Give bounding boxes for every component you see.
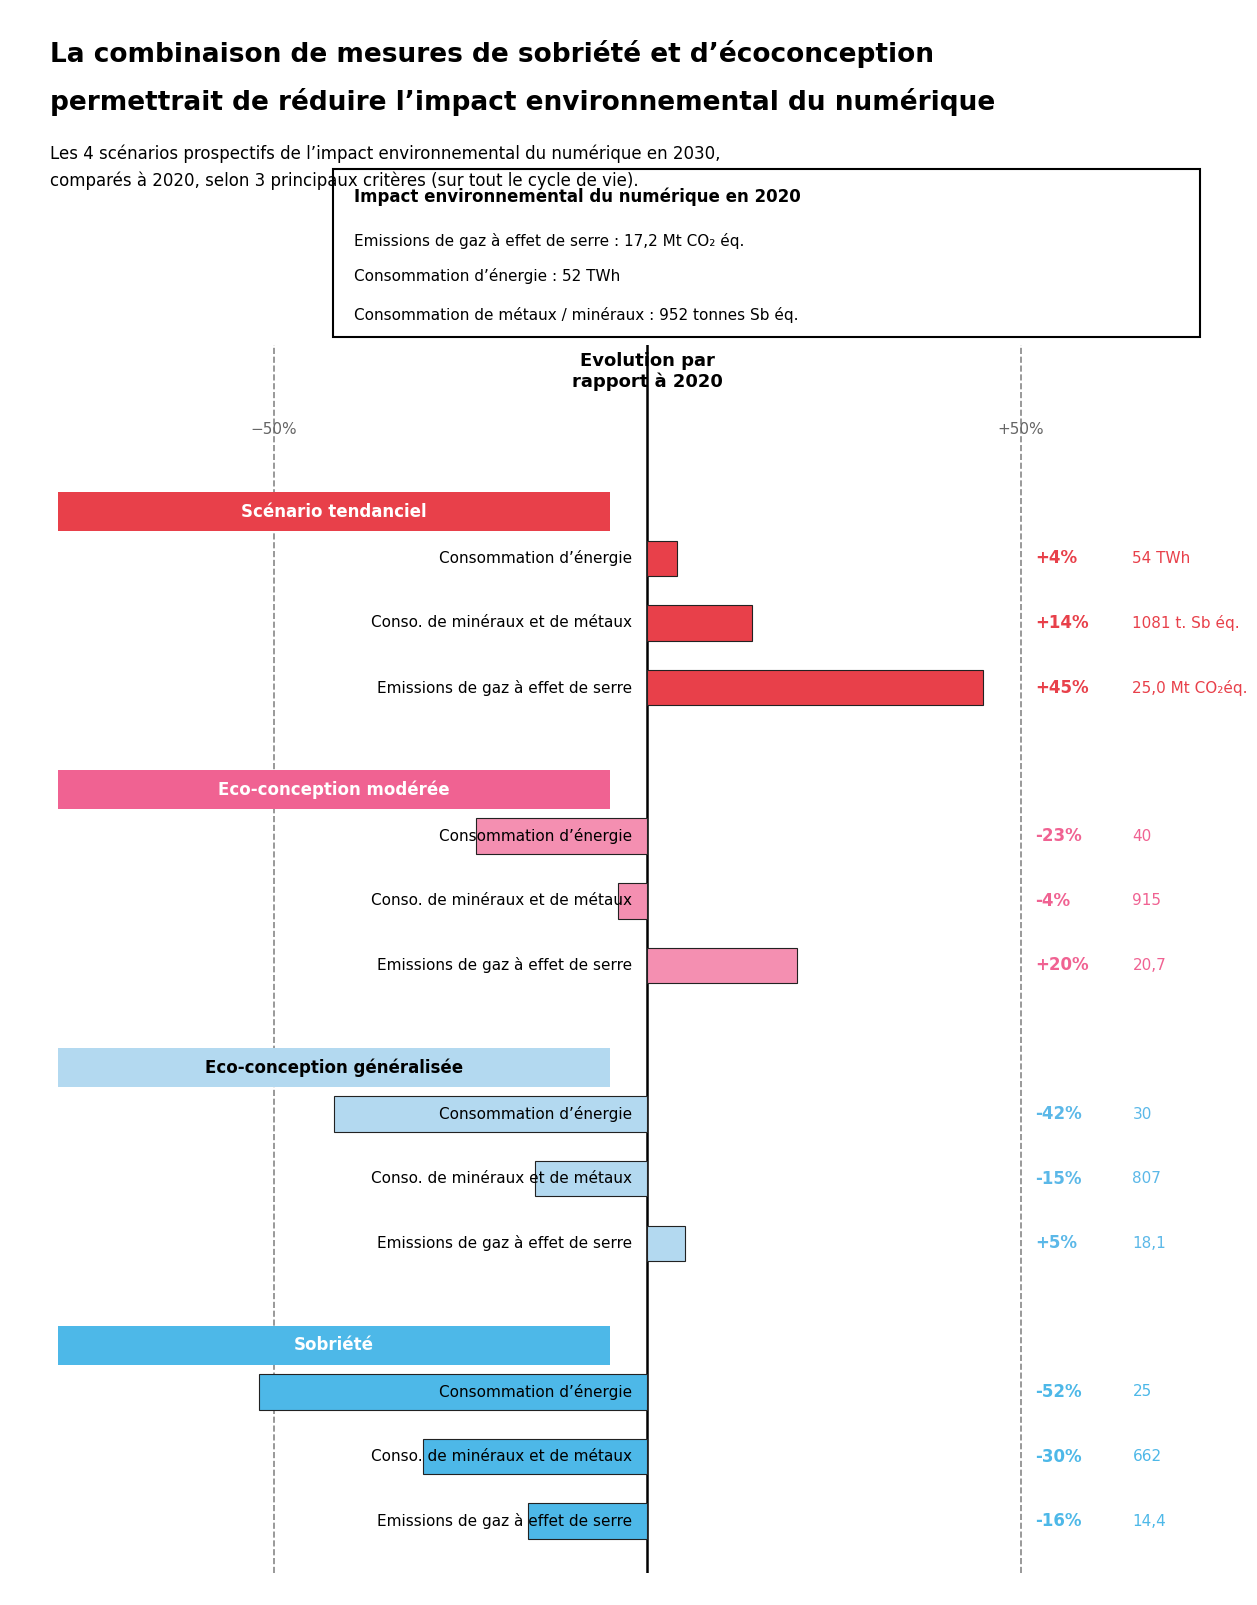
Text: Sobriété: Sobriété	[294, 1337, 373, 1355]
Text: Conso. de minéraux et de métaux: Conso. de minéraux et de métaux	[371, 615, 632, 631]
Bar	[617, 883, 647, 918]
Text: +5%: +5%	[1036, 1234, 1077, 1252]
Bar	[475, 819, 647, 854]
Text: 25: 25	[1133, 1385, 1151, 1400]
Text: +4%: +4%	[1036, 549, 1077, 567]
Text: Conso. de minéraux et de métaux: Conso. de minéraux et de métaux	[371, 1449, 632, 1464]
Text: Consommation d’énergie: Consommation d’énergie	[439, 551, 632, 567]
Text: Consommation d’énergie: Consommation d’énergie	[439, 828, 632, 844]
FancyBboxPatch shape	[58, 1048, 610, 1087]
Text: Conso. de minéraux et de métaux: Conso. de minéraux et de métaux	[371, 1172, 632, 1186]
Text: 40: 40	[1133, 828, 1151, 844]
Text: 14,4: 14,4	[1133, 1514, 1166, 1528]
Text: 30: 30	[1133, 1106, 1151, 1122]
Text: Consommation d’énergie : 52 TWh: Consommation d’énergie : 52 TWh	[354, 268, 621, 284]
Text: 915: 915	[1133, 894, 1161, 908]
Text: 18,1: 18,1	[1133, 1236, 1166, 1250]
Text: Emissions de gaz à effet de serre: Emissions de gaz à effet de serre	[377, 679, 632, 695]
Text: Eco-conception modérée: Eco-conception modérée	[217, 780, 450, 799]
Text: Impact environnemental du numérique en 2020: Impact environnemental du numérique en 2…	[354, 188, 801, 207]
Text: 662: 662	[1133, 1449, 1161, 1464]
Bar	[647, 605, 752, 640]
Text: -16%: -16%	[1036, 1512, 1082, 1530]
Text: -30%: -30%	[1036, 1448, 1082, 1465]
Bar	[647, 1226, 685, 1262]
Text: 1081 t. Sb éq.: 1081 t. Sb éq.	[1133, 615, 1241, 631]
Text: Emissions de gaz à effet de serre: Emissions de gaz à effet de serre	[377, 1236, 632, 1252]
FancyBboxPatch shape	[58, 1326, 610, 1364]
Text: 54 TWh: 54 TWh	[1133, 551, 1190, 567]
Text: Les 4 scénarios prospectifs de l’impact environnemental du numérique en 2030,
co: Les 4 scénarios prospectifs de l’impact …	[50, 144, 720, 189]
Text: +50%: +50%	[997, 422, 1043, 437]
FancyBboxPatch shape	[58, 493, 610, 531]
Bar	[334, 1096, 647, 1132]
Bar	[259, 1374, 647, 1409]
Bar	[647, 541, 678, 576]
Text: -4%: -4%	[1036, 892, 1071, 910]
Text: Consommation de métaux / minéraux : 952 tonnes Sb éq.: Consommation de métaux / minéraux : 952 …	[354, 307, 799, 323]
Bar	[535, 1160, 647, 1196]
Text: Emissions de gaz à effet de serre : 17,2 Mt CO₂ éq.: Emissions de gaz à effet de serre : 17,2…	[354, 233, 745, 249]
Text: 807: 807	[1133, 1172, 1161, 1186]
Text: -15%: -15%	[1036, 1170, 1082, 1188]
Text: −50%: −50%	[251, 422, 298, 437]
Text: Consommation d’énergie: Consommation d’énergie	[439, 1106, 632, 1122]
Text: -52%: -52%	[1036, 1384, 1082, 1401]
Bar	[424, 1438, 647, 1475]
Text: +20%: +20%	[1036, 957, 1089, 974]
Bar	[647, 947, 797, 984]
Text: Scénario tendanciel: Scénario tendanciel	[241, 502, 426, 520]
Text: La combinaison de mesures de sobriété et d’écoconception: La combinaison de mesures de sobriété et…	[50, 40, 934, 67]
Text: 25,0 Mt CO₂éq.: 25,0 Mt CO₂éq.	[1133, 679, 1248, 695]
Text: permettrait de réduire l’impact environnemental du numérique: permettrait de réduire l’impact environn…	[50, 88, 996, 116]
Bar	[647, 669, 983, 705]
Text: 20,7: 20,7	[1133, 958, 1166, 973]
Bar	[528, 1504, 647, 1539]
Text: -42%: -42%	[1036, 1106, 1082, 1123]
Text: Conso. de minéraux et de métaux: Conso. de minéraux et de métaux	[371, 894, 632, 908]
Text: Emissions de gaz à effet de serre: Emissions de gaz à effet de serre	[377, 958, 632, 974]
Text: +45%: +45%	[1036, 679, 1089, 697]
Text: Evolution par
rapport à 2020: Evolution par rapport à 2020	[572, 351, 723, 392]
FancyBboxPatch shape	[58, 770, 610, 809]
Text: -23%: -23%	[1036, 827, 1082, 846]
Text: +14%: +14%	[1036, 615, 1089, 632]
Text: Consommation d’énergie: Consommation d’énergie	[439, 1384, 632, 1400]
Text: Emissions de gaz à effet de serre: Emissions de gaz à effet de serre	[377, 1514, 632, 1530]
Text: Eco-conception généralisée: Eco-conception généralisée	[205, 1058, 463, 1077]
